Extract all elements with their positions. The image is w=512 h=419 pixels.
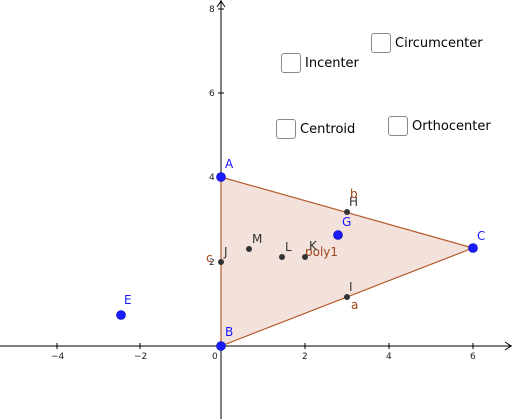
polygon-label: poly1: [305, 245, 338, 259]
incenter-label: Incenter: [305, 55, 359, 71]
x-tick-label: 4: [386, 352, 392, 362]
x-tick-label: 0: [212, 352, 218, 362]
checkbox-box[interactable]: [281, 53, 301, 73]
x-tick-label: −2: [134, 352, 147, 362]
y-tick-label: 2: [209, 258, 215, 268]
point-label-I: I: [349, 280, 353, 294]
checkbox-box[interactable]: [276, 119, 296, 139]
segment-label-a: a: [351, 298, 358, 312]
point-C[interactable]: [468, 243, 478, 253]
y-axis-arrow: [216, 0, 226, 8]
point-label-E: E: [124, 293, 132, 307]
dark-points: H I J K L M: [218, 195, 358, 300]
point-label-M: M: [252, 232, 262, 246]
y-tick-label: 8: [209, 5, 215, 15]
x-tick-label: −4: [51, 352, 65, 362]
centroid-label: Centroid: [300, 121, 356, 137]
point-L[interactable]: [279, 254, 285, 260]
point-label-A: A: [225, 157, 234, 171]
y-tick-label: 4: [209, 173, 215, 183]
triangle-poly1[interactable]: [220, 176, 475, 347]
point-B[interactable]: [216, 341, 226, 351]
point-label-K: K: [309, 239, 318, 253]
point-label-G: G: [342, 215, 351, 229]
point-A[interactable]: [216, 172, 226, 182]
x-axis-arrow: [504, 341, 512, 351]
point-label-J: J: [223, 245, 228, 259]
x-tick-label: 2: [302, 352, 308, 362]
y-tick-label: 6: [209, 89, 215, 99]
point-label-B: B: [225, 325, 233, 339]
point-label-C: C: [477, 229, 485, 243]
point-M[interactable]: [246, 246, 252, 252]
incenter-checkbox[interactable]: Incenter: [281, 53, 359, 73]
point-H[interactable]: [344, 209, 350, 215]
point-E[interactable]: [116, 310, 126, 320]
blue-points: A B C E G: [116, 157, 485, 351]
x-tick-label: 6: [470, 352, 476, 362]
circumcenter-label: Circumcenter: [395, 35, 483, 51]
orthocenter-checkbox[interactable]: Orthocenter: [388, 116, 491, 136]
segment-label-c: c: [206, 251, 213, 265]
point-J[interactable]: [218, 259, 224, 265]
point-K[interactable]: [302, 254, 308, 260]
orthocenter-label: Orthocenter: [412, 118, 491, 134]
point-label-H: H: [349, 195, 358, 209]
point-I[interactable]: [344, 294, 350, 300]
centroid-checkbox[interactable]: Centroid: [276, 119, 355, 139]
point-label-L: L: [285, 240, 292, 254]
checkbox-box[interactable]: [388, 116, 408, 136]
point-G[interactable]: [333, 230, 343, 240]
segment-label-b: b: [350, 187, 358, 201]
checkbox-box[interactable]: [371, 33, 391, 53]
circumcenter-checkbox[interactable]: Circumcenter: [371, 33, 483, 53]
